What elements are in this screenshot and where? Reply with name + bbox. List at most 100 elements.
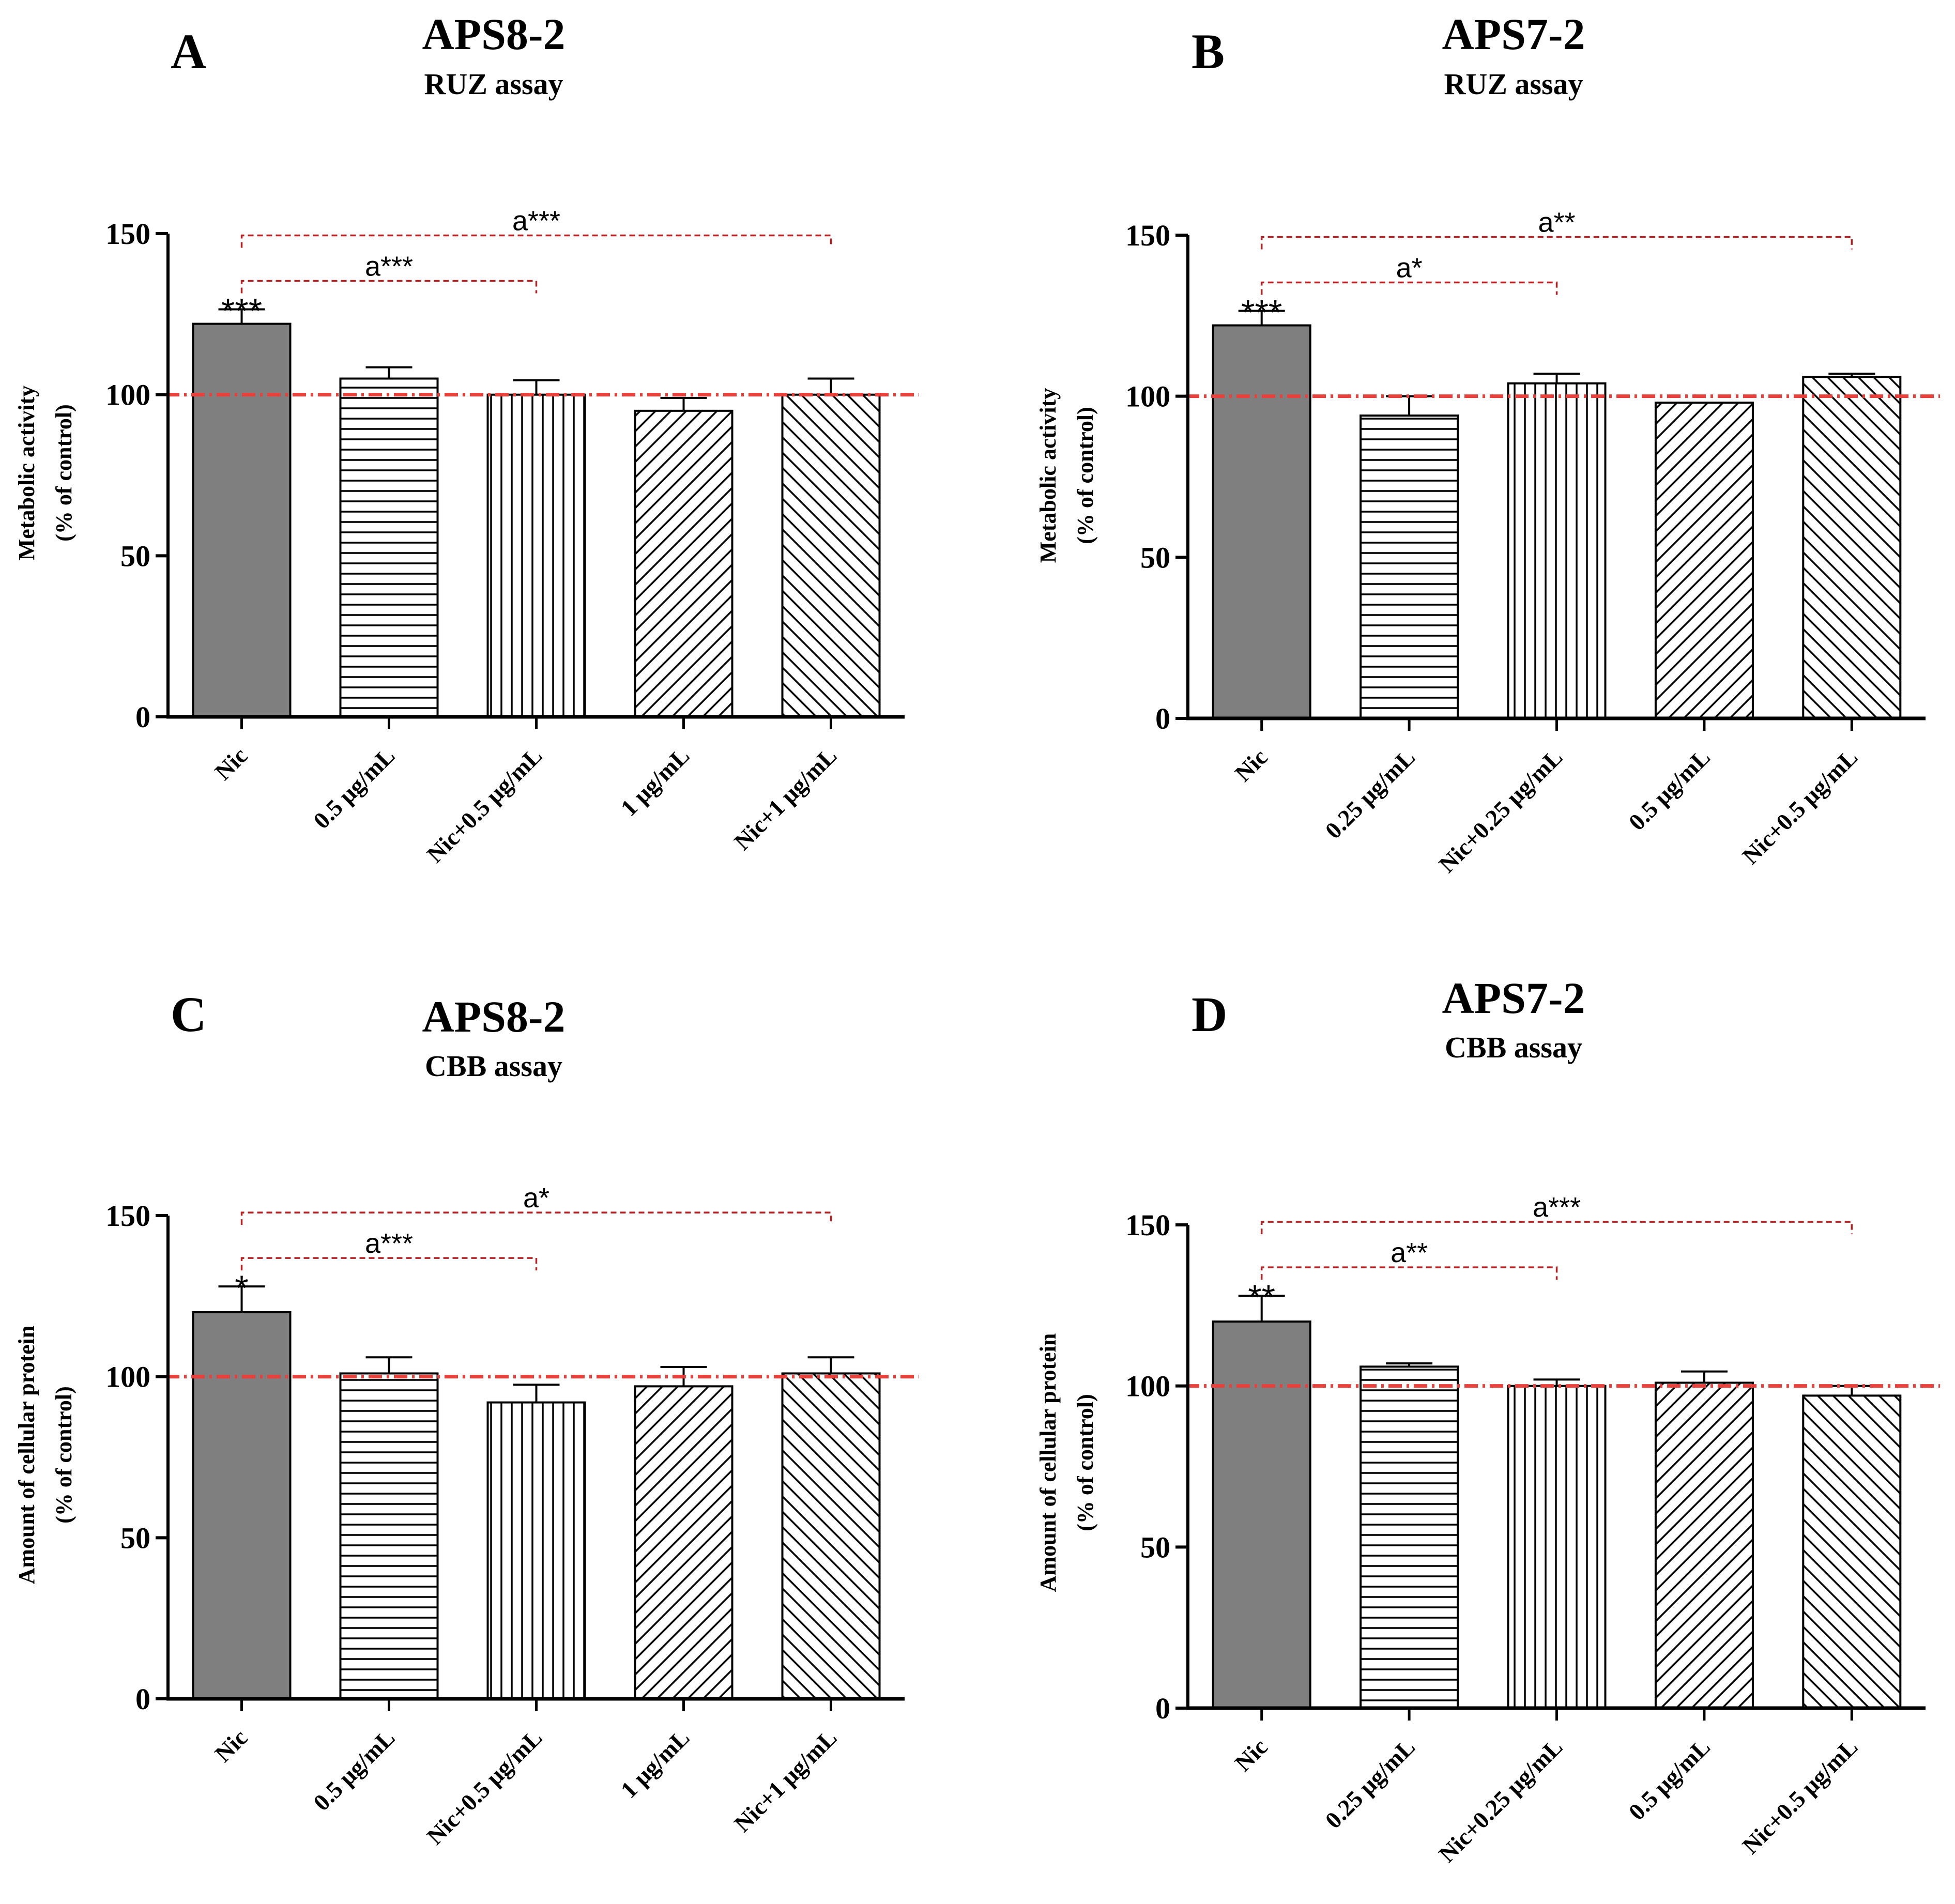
significance-bracket — [1260, 1221, 1853, 1235]
y-tick-label: 50 — [120, 1521, 150, 1555]
x-tick-label: 0.5 μg/mL — [1624, 1733, 1715, 1825]
significance-bracket-label: a*** — [365, 251, 413, 282]
bar — [1212, 1320, 1311, 1709]
bar — [339, 377, 439, 718]
significance-bracket — [1260, 236, 1853, 250]
y-axis-label: Metabolic activity (% of control) — [14, 386, 77, 560]
x-tick-label: 1 μg/mL — [616, 742, 695, 821]
bar — [1654, 402, 1754, 719]
x-tick-label: Nic — [210, 1724, 253, 1767]
bar — [192, 323, 292, 718]
panel-b: B APS7-2 RUZ assay Metabolic activity (%… — [1035, 9, 1940, 878]
y-tick-label: 50 — [1140, 1530, 1170, 1564]
significance-bracket-label: a** — [1391, 1237, 1428, 1268]
panel-a: A APS8-2 RUZ assay Metabolic activity (%… — [14, 9, 919, 868]
bar — [1212, 324, 1311, 719]
bar — [192, 1311, 292, 1700]
significance-bracket — [240, 280, 538, 294]
y-tick-label: 150 — [105, 1199, 150, 1233]
significance-bracket — [1260, 1266, 1558, 1280]
bar — [1507, 382, 1607, 719]
significance-stars: *** — [221, 291, 262, 330]
x-tick-label: Nic+0.25 μg/mL — [1433, 1733, 1567, 1867]
panel-title: APS7-2 — [1442, 973, 1585, 1023]
x-tick-label: Nic+0.5 μg/mL — [422, 742, 547, 868]
bar — [1654, 1381, 1754, 1709]
bar — [1802, 1394, 1902, 1710]
y-axis-label: Metabolic activity (% of control) — [1035, 388, 1098, 563]
y-axis-label-line-2: (% of control) — [1073, 1394, 1098, 1531]
panel-title: APS8-2 — [422, 9, 565, 59]
bar — [634, 1385, 734, 1700]
significance-bracket-label: a*** — [365, 1228, 413, 1259]
plot-area: 0 50 100 150 Nic 0.25 μg/mL Nic+0.25 μg/mL 0.5 … — [1125, 1192, 1940, 1867]
significance-bracket-label: a* — [1396, 252, 1423, 283]
y-tick-label: 0 — [1155, 1692, 1170, 1725]
x-tick-label: Nic — [1230, 1733, 1273, 1776]
y-tick-label: 0 — [1155, 702, 1170, 735]
y-axis-label: Amount of cellular protein (% of control… — [1035, 1333, 1098, 1592]
y-tick-label: 150 — [105, 217, 150, 251]
bar — [1360, 414, 1459, 719]
significance-bracket — [240, 234, 832, 248]
significance-bracket — [240, 1211, 832, 1225]
significance-bracket-label: a*** — [1533, 1192, 1581, 1223]
y-tick-label: 100 — [105, 1360, 150, 1394]
significance-bracket-label: a** — [1538, 207, 1575, 238]
panel-letter: B — [1192, 24, 1225, 79]
panel-letter: D — [1192, 987, 1227, 1042]
significance-bracket-label: a* — [523, 1183, 549, 1214]
bar — [781, 393, 881, 718]
x-tick-label: Nic+0.25 μg/mL — [1433, 744, 1567, 878]
plot-area: 0 50 100 150 Nic 0.5 μg/mL Nic+0.5 μg/mL 1 μg/m… — [105, 205, 919, 868]
x-tick-label: Nic+1 μg/mL — [729, 742, 842, 855]
y-tick-label: 150 — [1125, 219, 1170, 252]
y-axis-label-line-1: Amount of cellular protein — [14, 1326, 39, 1585]
x-tick-label: Nic+0.5 μg/mL — [1737, 744, 1862, 869]
y-axis-label-line-1: Metabolic activity — [14, 386, 39, 560]
x-tick-label: 1 μg/mL — [616, 1724, 695, 1803]
panel-letter: C — [171, 987, 206, 1042]
y-tick-label: 100 — [1125, 380, 1170, 413]
bar — [634, 409, 734, 718]
bar — [1507, 1385, 1607, 1710]
y-tick-label: 50 — [120, 539, 150, 573]
significance-stars: * — [235, 1268, 248, 1308]
bar — [339, 1372, 439, 1700]
x-tick-label: 0.25 μg/mL — [1320, 1733, 1421, 1834]
y-tick-label: 150 — [1125, 1208, 1170, 1242]
plot-area: 0 50 100 150 Nic 0.5 μg/mL Nic+0.5 μg/mL 1 μg/m… — [105, 1183, 919, 1850]
x-tick-label: Nic+0.5 μg/mL — [422, 1724, 547, 1850]
significance-bracket — [1260, 281, 1558, 295]
y-axis-label-line-2: (% of control) — [51, 404, 77, 542]
panel-title: APS7-2 — [1442, 9, 1585, 59]
x-tick-label: 0.5 μg/mL — [1624, 744, 1715, 835]
panel-title: APS8-2 — [422, 992, 565, 1041]
y-tick-label: 100 — [1125, 1370, 1170, 1403]
y-axis-label-line-2: (% of control) — [51, 1386, 77, 1524]
panel-letter: A — [171, 24, 206, 79]
significance-stars: ** — [1248, 1278, 1275, 1317]
y-axis-label: Amount of cellular protein (% of control… — [14, 1326, 77, 1585]
x-tick-label: Nic — [1230, 744, 1273, 787]
y-tick-label: 0 — [135, 1682, 150, 1716]
significance-stars: *** — [1241, 293, 1282, 332]
bar — [1802, 376, 1902, 719]
significance-bracket-label: a*** — [512, 205, 560, 236]
x-tick-label: 0.5 μg/mL — [308, 1724, 400, 1816]
y-axis-label-line-1: Amount of cellular protein — [1035, 1333, 1061, 1592]
bar — [781, 1372, 881, 1700]
panel-subtitle: CBB assay — [425, 1049, 562, 1083]
y-axis-label-line-1: Metabolic activity — [1035, 388, 1061, 563]
panel-c: C APS8-2 CBB assay Amount of cellular pr… — [14, 987, 919, 1850]
bar — [1360, 1365, 1459, 1709]
x-tick-label: Nic+0.5 μg/mL — [1737, 1733, 1862, 1859]
significance-bracket — [240, 1257, 538, 1271]
bar — [486, 1401, 586, 1700]
y-tick-label: 100 — [105, 378, 150, 412]
x-tick-label: Nic+1 μg/mL — [729, 1724, 842, 1837]
panel-subtitle: CBB assay — [1445, 1031, 1582, 1064]
panel-subtitle: RUZ assay — [424, 67, 563, 101]
y-tick-label: 0 — [135, 700, 150, 734]
